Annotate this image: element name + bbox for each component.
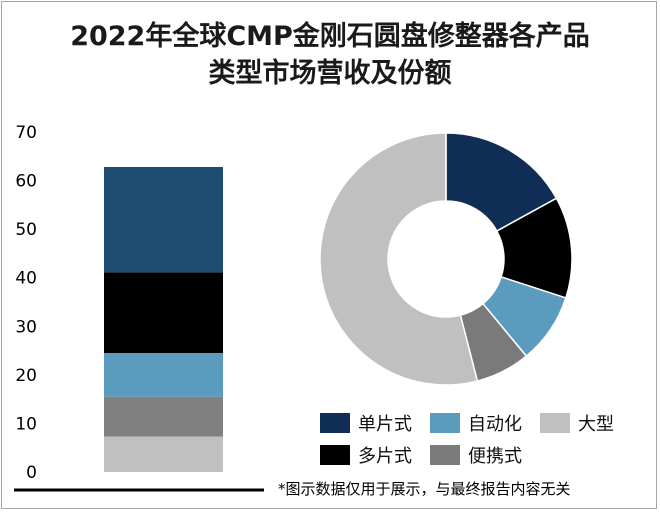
legend-item-2: 大型: [540, 410, 614, 436]
legend-label-0: 单片式: [358, 414, 412, 435]
pie-slice-4: [319, 132, 479, 386]
legend-swatch-2: [540, 413, 570, 433]
title-line-2: 类型市场营收及份额: [208, 58, 452, 89]
legend-label-3: 多片式: [358, 446, 412, 467]
bar-segment-1: [104, 396, 223, 437]
title-line-1: 2022年全球CMP金刚石圆盘修整器各产品: [70, 21, 590, 52]
legend-label-1: 自动化: [468, 414, 522, 435]
y-tick-label-3: 30: [15, 317, 37, 337]
y-tick-label-6: 60: [15, 172, 37, 192]
y-tick-label-2: 20: [15, 366, 37, 386]
chart-title: 2022年全球CMP金刚石圆盘修整器各产品 类型市场营收及份额: [0, 18, 660, 92]
bar-segment-4: [104, 166, 223, 273]
y-tick-label-0: 0: [26, 463, 37, 483]
pie-slice-0: [445, 132, 558, 233]
bar-segment-3: [104, 272, 223, 353]
legend-label-2: 大型: [578, 414, 614, 435]
y-tick-label-7: 70: [15, 123, 37, 143]
legend-item-1: 自动化: [430, 410, 522, 436]
legend-swatch-4: [430, 445, 460, 465]
footnote: *图示数据仅用于展示，与最终报告内容无关: [278, 480, 571, 498]
legend-swatch-0: [320, 413, 350, 433]
legend: 单片式 自动化 大型 多片式 便携式: [320, 410, 650, 474]
y-tick-label-5: 50: [15, 220, 37, 240]
bar-segment-0: [104, 436, 223, 472]
legend-item-3: 多片式: [320, 442, 412, 468]
legend-swatch-3: [320, 445, 350, 465]
y-tick-label-4: 40: [15, 269, 37, 289]
legend-item-0: 单片式: [320, 410, 412, 436]
legend-swatch-1: [430, 413, 460, 433]
y-tick-label-1: 10: [15, 414, 37, 434]
legend-item-4: 便携式: [430, 442, 522, 468]
legend-label-4: 便携式: [468, 446, 522, 467]
bar-segment-2: [104, 353, 223, 397]
